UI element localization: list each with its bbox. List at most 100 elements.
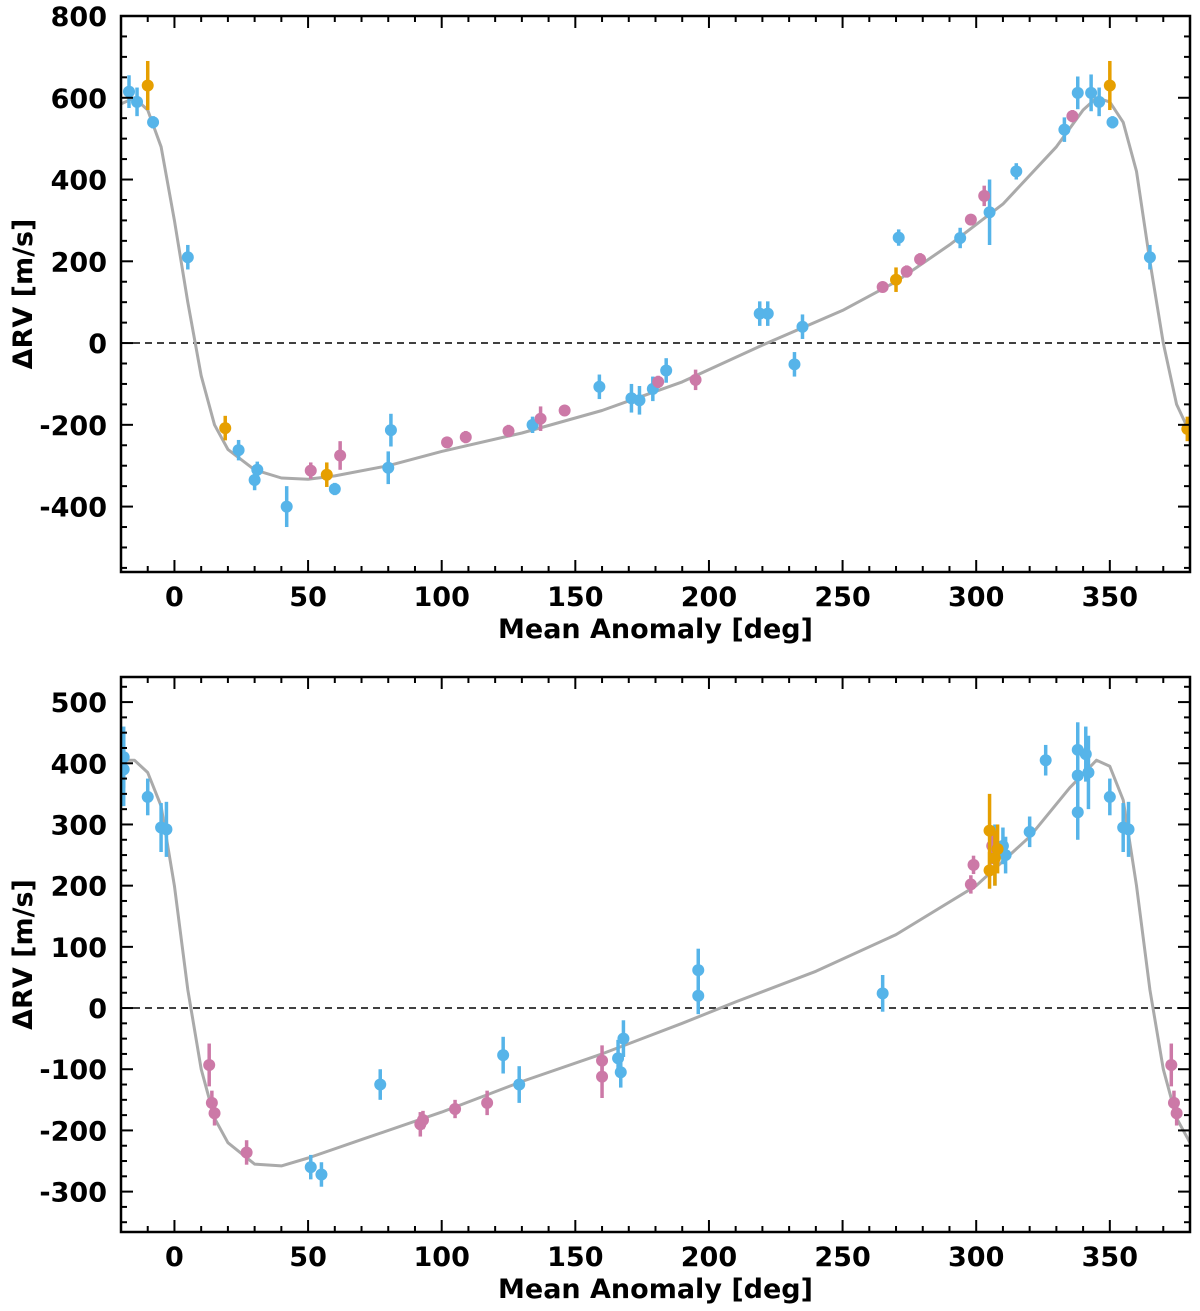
data-point-pink [900, 265, 913, 278]
y-tick-label: 200 [51, 247, 107, 278]
data-point-blue [692, 977, 705, 1015]
x-tick-label: 100 [414, 582, 470, 613]
marker [513, 1078, 526, 1091]
marker [219, 422, 232, 435]
marker [1058, 123, 1071, 136]
x-tick-label: 200 [681, 1242, 737, 1273]
marker [1181, 422, 1190, 435]
marker [123, 85, 136, 98]
x-tick-label: 50 [289, 582, 327, 613]
data-point-pink [914, 253, 927, 266]
data-point-pink [652, 375, 665, 389]
data-point-blue [304, 1154, 317, 1180]
y-tick-label: 400 [51, 166, 107, 197]
marker [1170, 1107, 1183, 1120]
data-point-blue [1106, 116, 1119, 129]
marker [131, 95, 144, 108]
data-point-pink [596, 1055, 609, 1098]
data-point-blue [251, 461, 264, 478]
marker [692, 964, 705, 977]
data-point-pink [240, 1140, 253, 1165]
marker [796, 320, 809, 333]
data-point-pink [876, 281, 889, 294]
marker [315, 1168, 328, 1181]
data-point-pink [967, 855, 980, 875]
marker [240, 1146, 253, 1159]
data-point-pink [964, 875, 977, 894]
marker [232, 444, 245, 457]
marker [334, 449, 347, 462]
marker [761, 307, 774, 320]
y-tick-label: 800 [51, 2, 107, 33]
data-point-blue [384, 413, 397, 447]
marker [1066, 110, 1079, 123]
data-point-blue [796, 314, 809, 339]
x-tick-label: 50 [289, 1242, 327, 1273]
data-point-blue [1143, 244, 1156, 270]
marker [890, 273, 903, 286]
marker [1103, 790, 1116, 803]
data-point-blue [497, 1036, 510, 1074]
data-point-blue [1071, 76, 1084, 110]
marker [208, 1107, 221, 1120]
data-point-blue [1082, 735, 1095, 810]
data-point-blue [954, 227, 967, 249]
data-point-pink [502, 424, 515, 438]
marker [1165, 1058, 1178, 1071]
marker [991, 842, 1004, 855]
marker [121, 763, 130, 776]
data-point-blue [147, 116, 160, 129]
marker [876, 987, 889, 1000]
marker [449, 1103, 462, 1116]
y-tick-label: 600 [51, 84, 107, 115]
y-tick-label: -200 [39, 411, 107, 442]
marker [1071, 806, 1084, 819]
y-tick-label: 200 [51, 872, 107, 903]
data-point-blue [382, 451, 395, 485]
x-tick-label: 250 [814, 1242, 870, 1273]
data-point-orange [1181, 416, 1190, 442]
data-point-pink [459, 430, 472, 444]
marker [978, 189, 991, 202]
marker [964, 213, 977, 226]
data-point-pink [1170, 1101, 1183, 1126]
marker [983, 864, 996, 877]
data-point-pink [334, 441, 347, 470]
x-tick-label: 250 [814, 582, 870, 613]
plot-area [121, 722, 1190, 1187]
data-point-pink [449, 1099, 462, 1119]
x-tick-label: 150 [547, 1242, 603, 1273]
data-point-orange [1103, 60, 1116, 111]
data-point-pink [304, 462, 317, 479]
data-point-blue [876, 974, 889, 1012]
data-point-blue [1093, 87, 1106, 117]
data-point-orange [890, 267, 903, 292]
data-point-blue [181, 244, 194, 270]
marker [692, 989, 705, 1002]
data-point-blue [788, 352, 801, 377]
data-point-blue [232, 439, 245, 461]
data-point-blue [328, 482, 341, 496]
marker [652, 375, 665, 388]
y-axis-label: ΔRV [m/s] [8, 879, 39, 1030]
marker [304, 464, 317, 477]
data-point-blue [1122, 801, 1135, 857]
data-point-pink [203, 1043, 216, 1087]
marker [141, 79, 154, 92]
plot-frame [119, 675, 1192, 1234]
marker [1143, 251, 1156, 264]
panel-1: 0 50 100 150 200 250 300 350 -400 -200 0 200 400 600 8… [8, 2, 1192, 645]
x-tick-label: 100 [414, 1242, 470, 1273]
marker [328, 483, 341, 496]
x-axis-label: Mean Anomaly [deg] [498, 614, 813, 645]
y-tick-label: -100 [39, 1055, 107, 1086]
x-axis-label: Mean Anomaly [deg] [498, 1274, 813, 1305]
data-point-pink [558, 404, 571, 417]
marker [181, 251, 194, 264]
marker [459, 431, 472, 444]
plot-area [121, 60, 1190, 528]
marker [876, 281, 889, 294]
marker [1122, 823, 1135, 836]
data-point-blue [983, 179, 996, 245]
